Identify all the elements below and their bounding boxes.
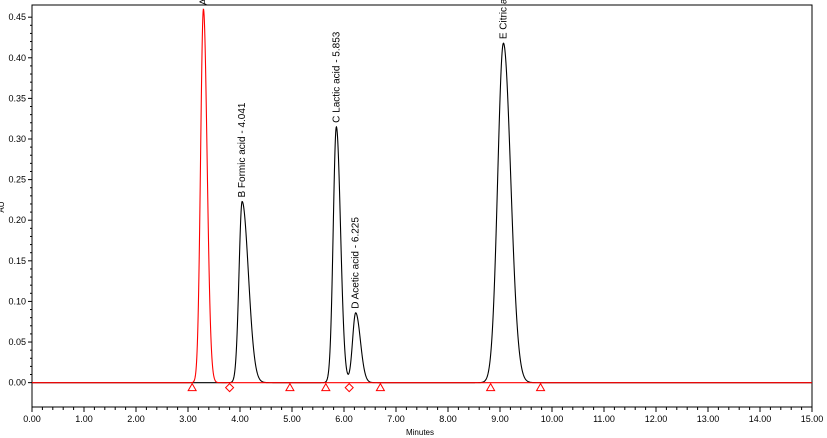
baseline-triangle-marker: [375, 382, 386, 392]
baseline-triangle-marker: [285, 382, 295, 392]
y-tick-label: 0.40: [8, 53, 26, 63]
x-tick-label: 5.00: [283, 414, 301, 424]
x-tick-label: 1.00: [75, 414, 93, 424]
x-tick-label: 3.00: [179, 414, 197, 424]
traces: [32, 8, 812, 384]
baseline-triangle-marker: [187, 382, 198, 392]
y-axis-title: AU: [0, 201, 6, 212]
x-tick-label: 2.00: [127, 414, 145, 424]
baseline-triangle-marker: [535, 382, 546, 392]
y-tick-label: 0.05: [8, 337, 26, 347]
peak-label: A Glucuronic acid - 3.297: [198, 0, 209, 5]
y-tick-label: 0.15: [8, 256, 26, 266]
y-tick-label: 0.35: [8, 93, 26, 103]
x-axis-title: Minutes: [406, 428, 434, 437]
peak-label: E Citric acid - 9.066: [498, 0, 509, 39]
plot-frame: [31, 4, 813, 408]
plot-area: [31, 4, 813, 408]
y-tick-label: 0.20: [8, 215, 26, 225]
x-axis: 0.00 1.00 2.00 3.00 4.00 5.00 6.00 7.00 8.00 9.00…: [23, 407, 823, 424]
baseline-triangle-marker: [320, 382, 331, 392]
x-tick-label: 8.00: [439, 414, 457, 424]
peak-labels: A Glucuronic acid - 3.297 B Formic acid -…: [198, 0, 509, 309]
x-tick-label: 9.00: [491, 414, 509, 424]
y-tick-label: 0.00: [8, 378, 26, 388]
y-tick-label: 0.25: [8, 175, 26, 185]
x-tick-label: 4.00: [231, 414, 249, 424]
x-tick-label: 11.00: [593, 414, 615, 424]
peak-label: C Lactic acid - 5.853: [331, 31, 342, 123]
x-tick-label: 13.00: [697, 414, 720, 424]
baseline-diamond-marker: [344, 382, 354, 393]
peak-label: B Formic acid - 4.041: [237, 102, 248, 197]
x-tick-label: 12.00: [645, 414, 668, 424]
x-tick-label: 15.00: [801, 414, 824, 424]
integration-markers: [187, 382, 546, 393]
baseline-diamond-marker: [224, 382, 235, 393]
peak-label: D Acetic acid - 6.225: [351, 217, 362, 309]
y-tick-label: 0.10: [8, 296, 26, 306]
x-tick-label: 10.00: [541, 414, 564, 424]
y-axis: 0.00 0.05 0.10 0.15 0.20 0.25 0.30 0.35 0.40 0.45: [8, 12, 32, 388]
x-tick-label: 7.00: [387, 414, 405, 424]
y-tick-label: 0.45: [8, 12, 26, 22]
trace-line: [32, 8, 812, 384]
y-tick-label: 0.30: [8, 134, 26, 144]
baseline-triangle-marker: [485, 382, 496, 392]
x-tick-label: 6.00: [335, 414, 353, 424]
x-tick-label: 0.00: [23, 414, 41, 424]
x-tick-label: 14.00: [749, 414, 772, 424]
